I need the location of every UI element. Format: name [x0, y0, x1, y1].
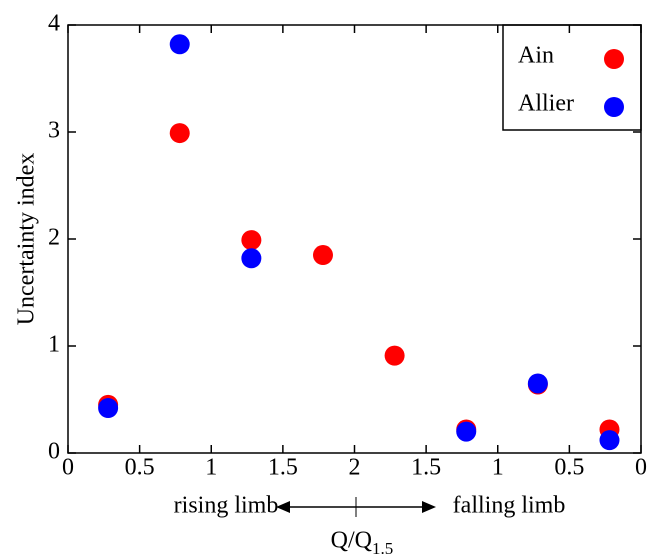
plot-frame	[67, 24, 642, 454]
point	[599, 430, 620, 451]
point	[527, 373, 548, 394]
legend-label: Allier	[518, 91, 574, 117]
legend-label: Ain	[518, 43, 554, 69]
x-tick-label: 2	[349, 455, 361, 481]
x-axis-label-subscript: 1.5	[372, 539, 393, 558]
annotation: rising limb	[174, 493, 279, 519]
x-tick-label: 0.5	[554, 455, 584, 481]
x-tick-label: 0	[62, 455, 74, 481]
y-tick-label: 0	[48, 439, 60, 465]
y-tick-label: 1	[48, 332, 60, 358]
point	[169, 34, 190, 55]
point	[384, 345, 405, 366]
x-tick-label: 1.5	[268, 455, 298, 481]
y-tick-label: 4	[48, 11, 60, 37]
annotation: falling limb	[453, 493, 566, 519]
point	[241, 230, 262, 251]
point	[312, 245, 333, 266]
legend-marker	[604, 97, 624, 117]
arrow	[276, 497, 436, 517]
point	[169, 123, 190, 144]
y-axis-label: Uncertainty index	[14, 153, 40, 326]
y-tick-label: 2	[48, 225, 60, 251]
legend	[502, 24, 642, 131]
x-tick-label: 0.5	[125, 455, 155, 481]
legend-marker	[604, 49, 624, 69]
x-tick-label: 1.5	[411, 455, 441, 481]
x-tick-label: 1	[205, 455, 217, 481]
point	[456, 421, 477, 442]
x-tick-label: 0	[635, 455, 647, 481]
x-axis-label: Q/Q	[331, 528, 372, 554]
y-tick-label: 3	[48, 118, 60, 144]
point	[241, 248, 262, 269]
point	[98, 398, 119, 419]
x-tick-label: 1	[492, 455, 504, 481]
